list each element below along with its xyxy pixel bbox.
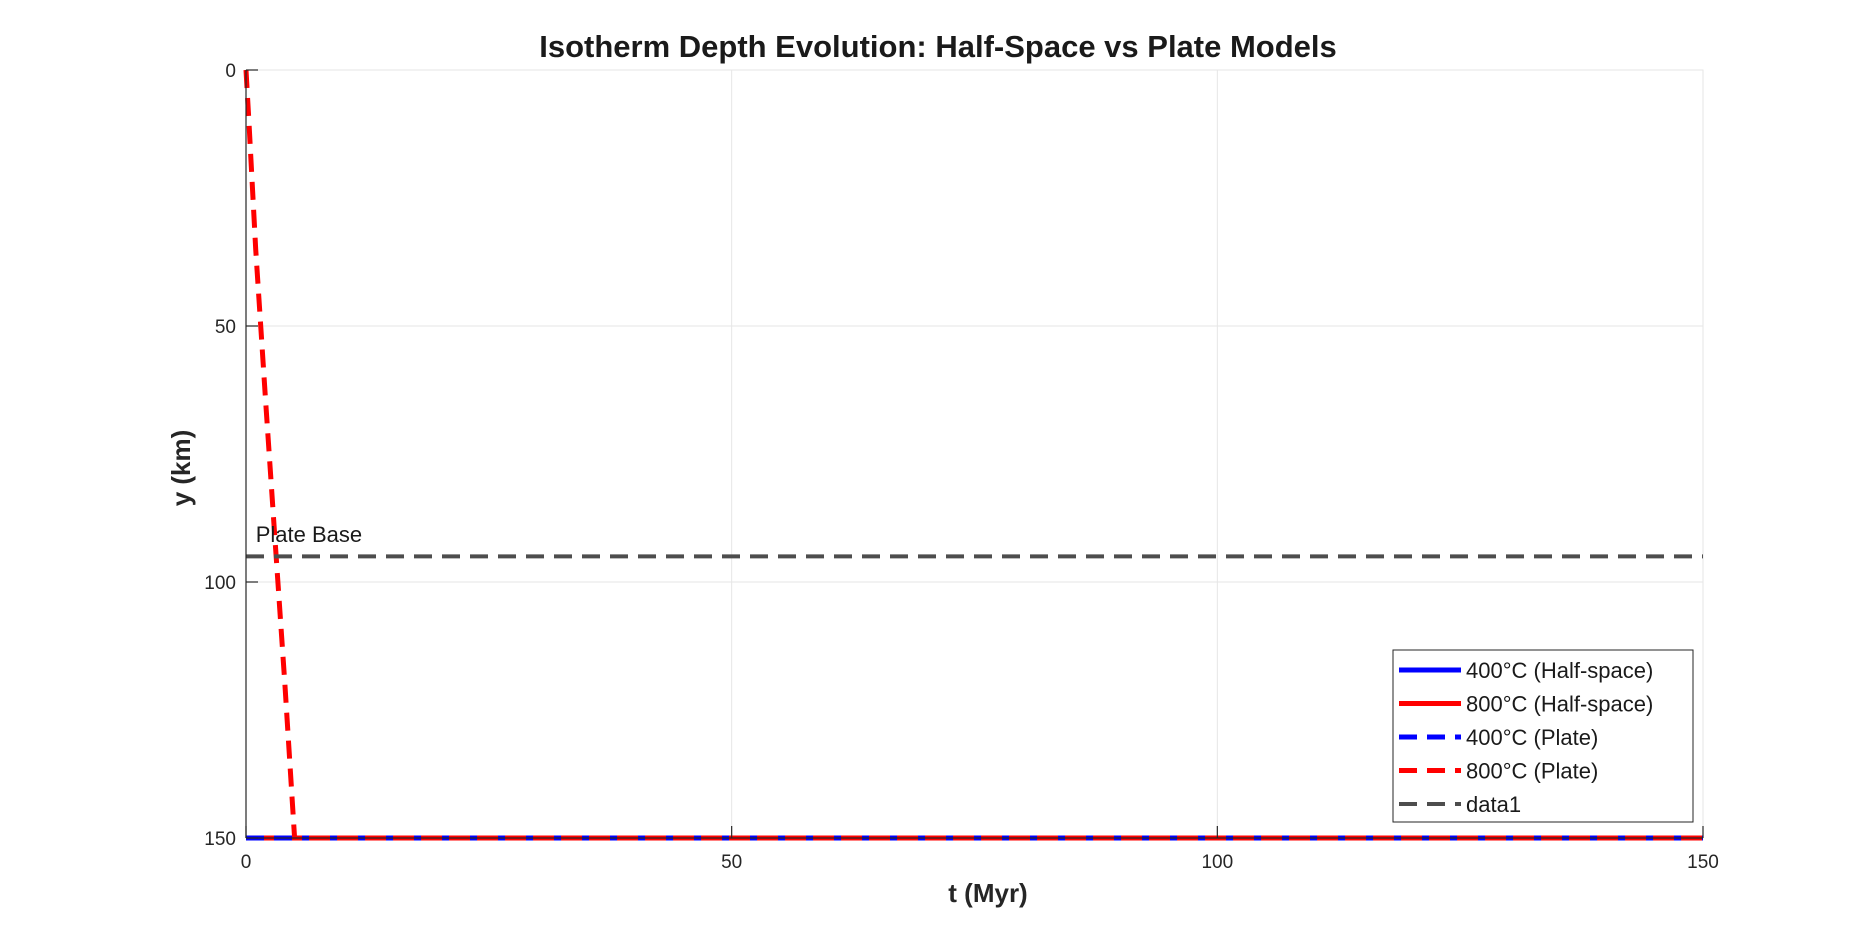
- legend-entry-1: 800°C (Half-space): [1466, 692, 1653, 717]
- series-line-3: [243, 69, 1703, 841]
- legend-entry-0: 400°C (Half-space): [1466, 658, 1653, 683]
- y-tick-label: 50: [215, 317, 236, 338]
- annotations: Plate Base: [256, 522, 362, 547]
- chart-title: Isotherm Depth Evolution: Half-Space vs …: [539, 29, 1337, 64]
- y-axis-label: y (km): [166, 430, 196, 507]
- x-axis-label: t (Myr): [948, 878, 1027, 908]
- x-tick-label: 150: [1687, 852, 1719, 873]
- y-tick-label: 100: [204, 573, 236, 594]
- legend-entry-2: 400°C (Plate): [1466, 725, 1598, 750]
- legend-entry-4: data1: [1466, 792, 1521, 817]
- legend-entry-3: 800°C (Plate): [1466, 759, 1598, 784]
- x-tick-label: 100: [1201, 852, 1233, 873]
- legend: 400°C (Half-space) 800°C (Half-space) 400°…: [1392, 649, 1694, 823]
- annotation-label: Plate Base: [256, 522, 362, 547]
- y-tick-label: 150: [204, 829, 236, 850]
- x-tick-label: 50: [721, 852, 742, 873]
- x-tick-label: 0: [241, 852, 252, 873]
- y-tick-label: 0: [225, 61, 236, 82]
